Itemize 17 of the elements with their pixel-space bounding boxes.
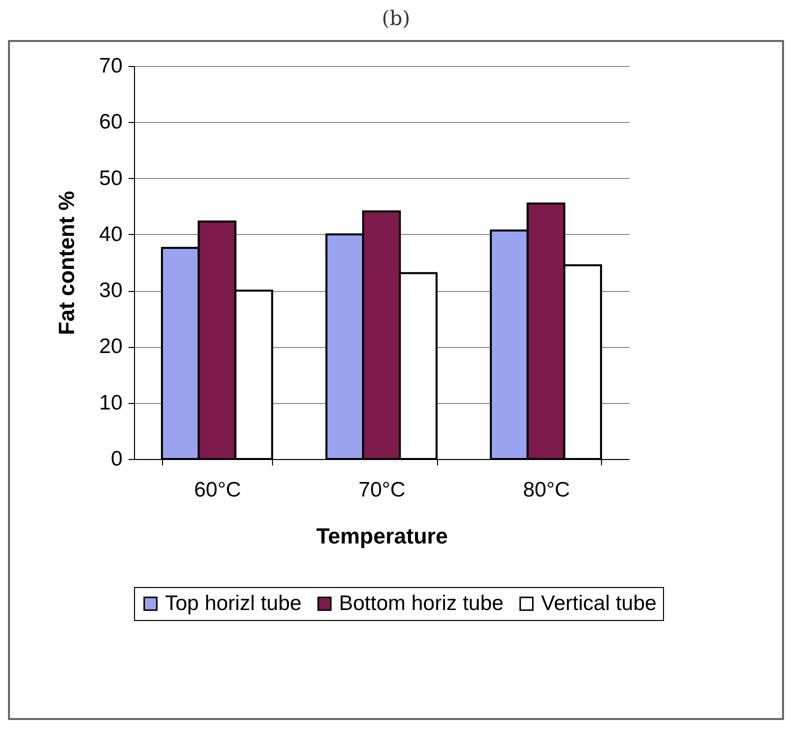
y-tick-label: 30 — [99, 279, 122, 302]
x-axis-title: Temperature — [316, 524, 448, 548]
legend-label: Vertical tube — [541, 592, 657, 615]
y-tick-label: 60 — [99, 110, 122, 134]
x-tick-label: 80°C — [522, 478, 570, 502]
legend-label: Bottom horiz tube — [339, 592, 504, 615]
y-tick-label: 20 — [99, 335, 122, 358]
y-tick-label: 70 — [99, 54, 122, 78]
y-tick-label: 40 — [99, 222, 122, 246]
y-axis-title: Fat content % — [54, 190, 80, 336]
y-tick-label: 0 — [110, 448, 122, 470]
chart-title: (b) — [380, 6, 412, 32]
x-tick-label: 70°C — [358, 478, 406, 502]
legend-label: Top horizl tube — [165, 592, 302, 615]
y-tick-label: 50 — [99, 166, 122, 190]
x-tick-label: 60°C — [194, 478, 242, 502]
y-tick-label: 10 — [99, 391, 122, 414]
